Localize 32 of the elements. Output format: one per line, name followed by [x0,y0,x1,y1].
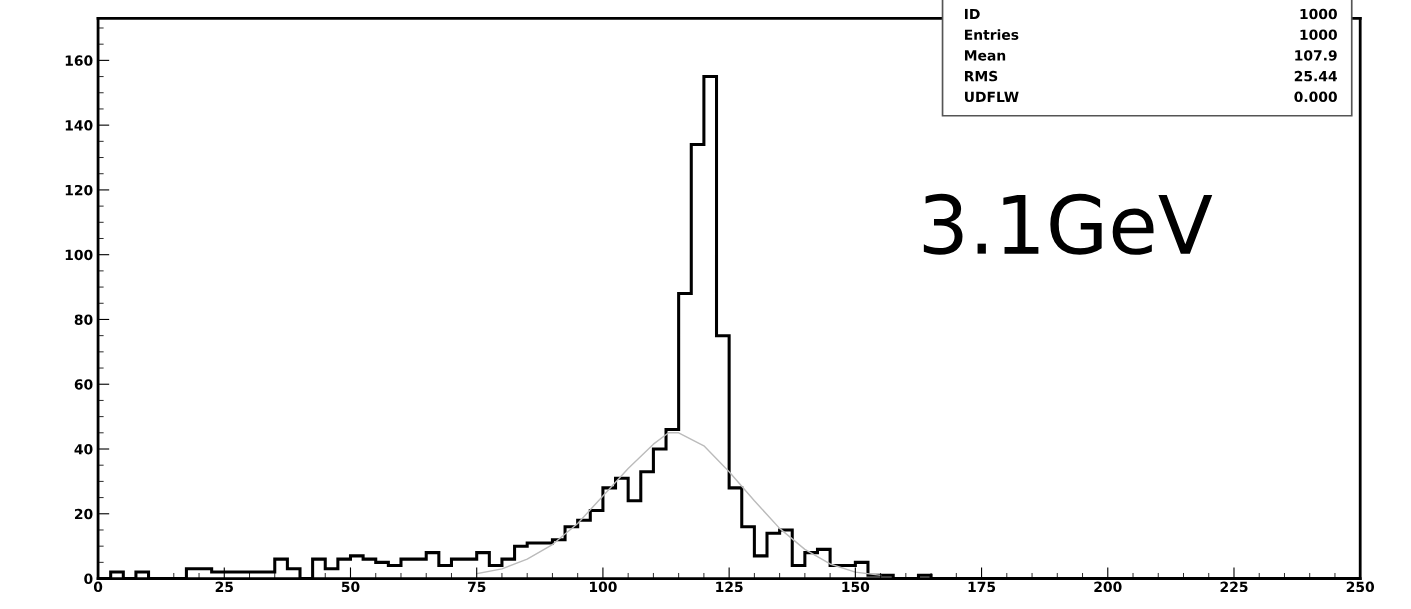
x-tick-label: 125 [716,581,743,593]
annotation: 25.44 [1294,70,1337,82]
annotation: 1000 [1300,29,1337,40]
x-tick-label: 200 [1094,581,1122,593]
x-tick-label: 25 [215,581,233,593]
x-tick-label: 175 [968,581,996,593]
y-tick-label: 0 [84,573,93,585]
y-tick-label: 20 [74,508,93,520]
annotation: 0.000 [1294,91,1337,103]
y-tick-label: 40 [74,443,93,455]
x-tick-label: 100 [589,581,617,593]
x-tick-label: 0 [93,581,103,593]
y-tick-label: 100 [65,249,93,261]
x-tick-label: 75 [467,581,486,593]
y-tick-label: 160 [65,55,93,66]
annotation: Entries [964,29,1019,40]
y-tick-label: 80 [74,314,93,325]
y-tick-label: 140 [65,120,93,131]
annotation: Mean [964,50,1006,61]
annotation: 1000 [1300,8,1337,20]
x-tick-label: 50 [341,581,360,593]
annotation: UDFLW [964,91,1019,103]
x-tick-label: 250 [1346,581,1375,593]
x-tick-label: 150 [842,581,870,593]
line-series [476,432,882,577]
x-tick-label: 225 [1220,581,1248,593]
annotation: 3.1GeV [923,193,1213,255]
y-tick-label: 60 [74,379,93,390]
y-tick-label: 120 [65,184,93,196]
annotation: ID [964,8,980,20]
annotation: 107.9 [1295,50,1337,61]
annotation: RMS [964,70,998,82]
